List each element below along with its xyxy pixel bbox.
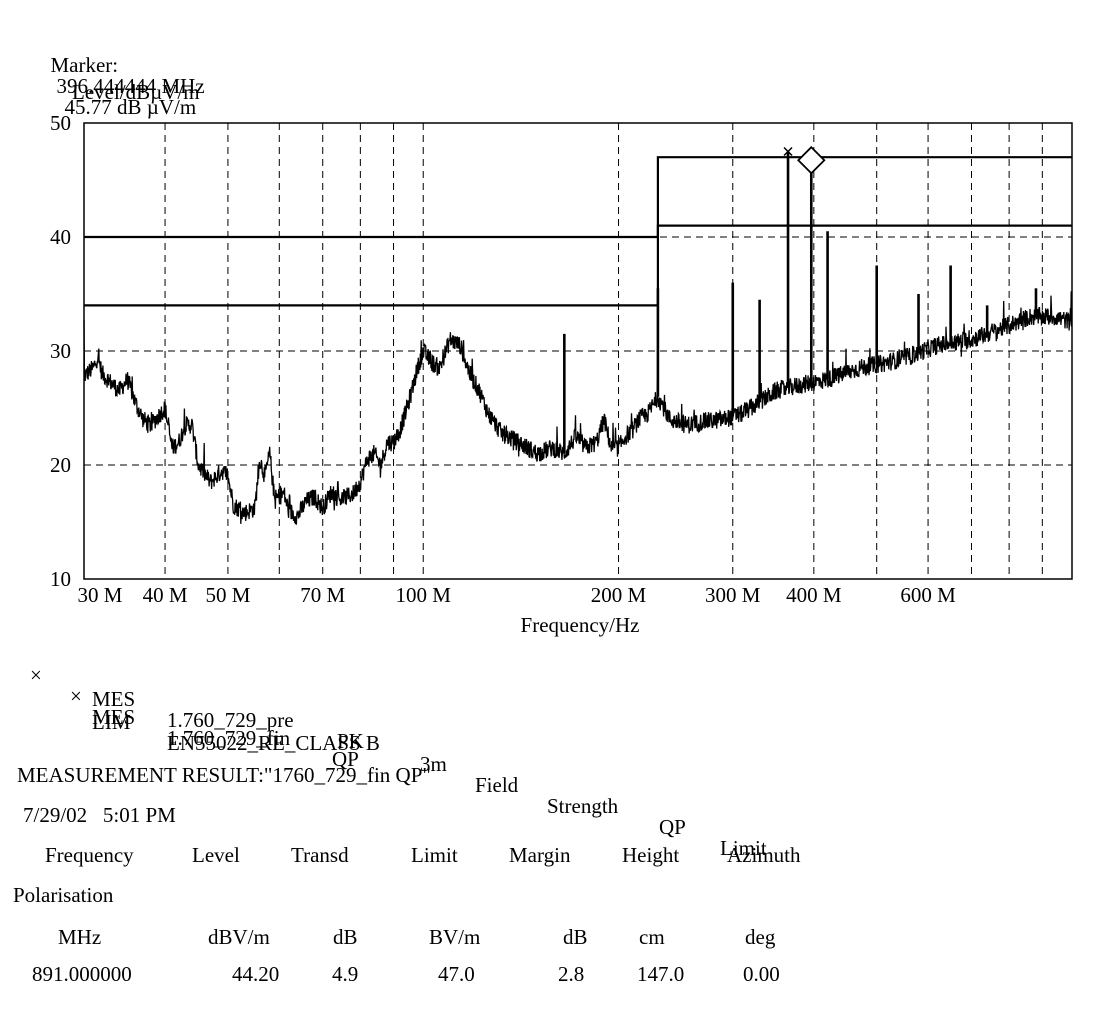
marker-frequency: 396.444444 MHz [56,74,205,98]
cell-frequency: 891.000000 [32,962,132,986]
unit-limit: BV/m [429,925,481,949]
limit-line [84,156,1072,239]
marker-label: Marker: [50,53,119,77]
header-margin: Margin [509,843,571,867]
unit-height: cm [639,925,665,949]
x-tick-label: 200 M [591,583,647,607]
qp-cross-marker [783,146,793,157]
unit-frequency: MHz [58,925,102,949]
legend-word: Field [475,773,519,797]
y-tick-label: 40 [50,225,71,249]
x-tick-label: 30 M [78,583,123,607]
y-tick-label: 10 [50,567,71,591]
legend-cross-marker: × [70,684,82,708]
legend-word: QP [659,815,686,839]
legend-row-fin: × × MES 1.760_729_fin QP [30,644,359,791]
cell-height: 147.0 [637,962,685,986]
legend-type: LIM [92,710,131,734]
cell-limit: 47.0 [438,962,475,986]
legend-detector: QP [332,747,359,771]
unit-level: dBV/m [208,925,270,949]
y-axis-label: Level/dBµV/m [72,80,200,104]
legend-type: MES [92,705,136,729]
legend-word: Strength [547,794,619,818]
emission-chart: Level/dBµV/m 10 20 30 40 50 30 M 40 M 50 M 70 M… [50,80,1073,637]
result-datetime: 7/29/02 5:01 PM [23,803,176,827]
legend-word: 3m [420,752,447,776]
marker-level: 45.77 dB µV/m [64,95,197,119]
header-transd: Transd [291,843,349,867]
legend-cross-marker: × [30,663,42,687]
marker-diamond [797,145,826,175]
x-tick-label: 600 M [900,583,956,607]
result-title: MEASUREMENT RESULT:"1760_729_fin QP" [17,763,431,787]
x-tick-label: 70 M [300,583,345,607]
cell-margin: 2.8 [558,962,585,986]
cell-azimuth: 0.00 [743,962,780,986]
header-frequency: Frequency [45,843,134,867]
cell-transd: 4.9 [332,962,359,986]
legend-row-pre: MES 1.760_729_pre PK [30,668,364,773]
x-tick-label: 40 M [143,583,188,607]
y-tick-label: 50 [50,111,71,135]
x-tick-label: 400 M [786,583,842,607]
x-axis-label: Frequency/Hz [521,613,640,637]
unit-transd: dB [333,925,358,949]
legend-word: Limit [720,836,767,860]
legend-name: 1.760_729_pre [167,708,294,732]
legend-detector: PK [337,729,364,753]
header-level: Level [192,843,240,867]
unit-azimuth: deg [745,925,776,949]
header-azimuth: Azimuth [727,843,801,867]
legend-type: MES [92,687,136,711]
x-tick-label: 300 M [705,583,761,607]
legend-name: EN55022_RE_CLASS B [167,731,380,755]
x-tick-label: 50 M [205,583,250,607]
marker-readout: Marker: 396.444444 MHz 45.77 dB µV/m [40,34,205,118]
measurement-trace [83,291,1073,526]
header-limit: Limit [411,843,458,867]
unit-margin: dB [563,925,588,949]
legend-row-limit: LIM EN55022_RE_CLASS B 3m Field Strength… [30,691,767,880]
x-tick-label: 100 M [396,583,452,607]
y-tick-label: 30 [50,339,71,363]
header-height: Height [622,843,680,867]
limit-line [84,224,1072,307]
legend-name: 1.760_729_fin [167,726,291,750]
y-tick-label: 20 [50,453,71,477]
plot-frame [83,122,1073,580]
header-polarisation: Polarisation [13,883,114,907]
cell-level: 44.20 [232,962,280,986]
